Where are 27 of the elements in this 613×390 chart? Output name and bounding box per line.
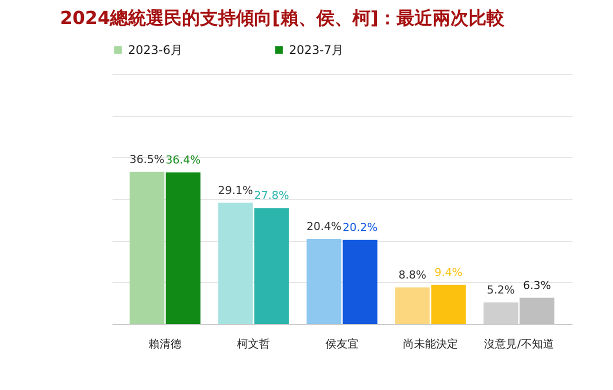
bar — [130, 172, 164, 324]
bar — [520, 298, 554, 324]
x-tick-label: 尚未能決定 — [402, 338, 458, 350]
data-label: 5.2% — [486, 283, 515, 296]
bar — [306, 239, 342, 324]
x-tick-label: 沒意見/不知道 — [484, 338, 554, 350]
x-tick-label: 柯文哲 — [237, 338, 270, 350]
data-label: 8.8% — [398, 268, 426, 282]
bar — [166, 172, 200, 324]
data-label: 9.4% — [434, 266, 462, 279]
data-label: 6.3% — [523, 278, 551, 292]
x-tick-label: 賴清德 — [148, 338, 182, 350]
bar — [395, 287, 430, 324]
data-label: 20.4% — [306, 220, 342, 233]
data-label: 29.1% — [218, 184, 253, 197]
legend-label: 2023-7月 — [289, 43, 344, 57]
data-label: 36.4% — [166, 153, 201, 166]
x-tick-label: 侯友宜 — [326, 338, 358, 350]
bar — [431, 284, 466, 324]
data-label: 27.8% — [254, 189, 290, 202]
bar — [254, 208, 289, 324]
bar — [218, 202, 253, 324]
data-label: 36.5% — [130, 152, 164, 166]
bar — [342, 240, 378, 324]
legend-label: 2023-6月 — [128, 43, 183, 57]
chart-title: 2024總統選民的支持傾向[賴、侯、柯]：最近兩次比較 — [60, 8, 506, 29]
data-label: 20.2% — [342, 220, 378, 234]
